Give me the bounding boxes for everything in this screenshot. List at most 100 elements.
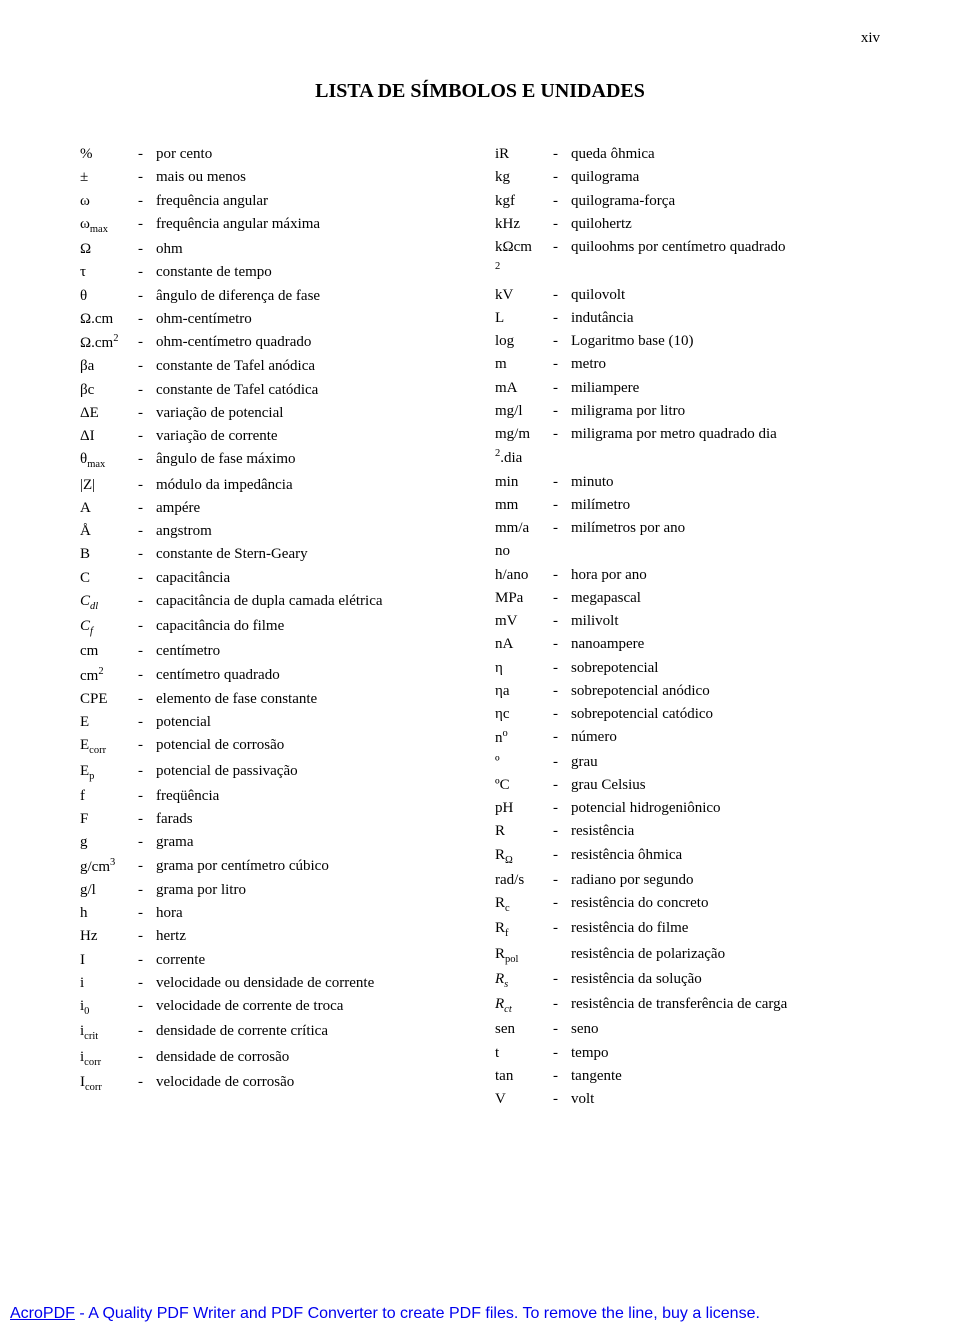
symbol: icorr bbox=[80, 1046, 138, 1071]
symbol: sen bbox=[495, 1018, 553, 1041]
separator: - bbox=[553, 993, 571, 1016]
separator: - bbox=[138, 448, 156, 471]
separator: - bbox=[553, 213, 571, 236]
symbol-row: cm2-centímetro quadrado bbox=[80, 664, 465, 688]
symbol: F bbox=[80, 808, 138, 831]
symbol: I bbox=[80, 949, 138, 972]
symbol-row: MPa-megapascal bbox=[495, 587, 880, 610]
description: potencial de passivação bbox=[156, 760, 465, 783]
separator: - bbox=[138, 308, 156, 331]
separator: - bbox=[553, 1088, 571, 1111]
symbol-row: %-por cento bbox=[80, 143, 465, 166]
symbol: mm/ano bbox=[495, 517, 553, 564]
symbol-row: ±-mais ou menos bbox=[80, 166, 465, 189]
symbol: tan bbox=[495, 1065, 553, 1088]
description: quilograma-força bbox=[571, 190, 880, 213]
right-column: iR - queda ôhmicakg-quilogramakgf-quilogra… bbox=[495, 143, 880, 1111]
symbol: m bbox=[495, 353, 553, 376]
description: velocidade de corrente de troca bbox=[156, 995, 465, 1018]
separator: - bbox=[138, 855, 156, 878]
symbol-row: ηc-sobrepotencial catódico bbox=[495, 703, 880, 726]
description: megapascal bbox=[571, 587, 880, 610]
symbol-row: RΩ-resistência ôhmica bbox=[495, 844, 880, 869]
symbol-row: C-capacitância bbox=[80, 567, 465, 590]
separator: - bbox=[553, 703, 571, 726]
separator: - bbox=[138, 355, 156, 378]
separator: - bbox=[138, 902, 156, 925]
symbol: i0 bbox=[80, 995, 138, 1020]
symbol-columns: %-por cento±-mais ou menosω-frequência a… bbox=[80, 143, 880, 1111]
symbol: C bbox=[80, 567, 138, 590]
symbol: Rf bbox=[495, 917, 553, 942]
symbol-row: i-velocidade ou densidade de corrente bbox=[80, 972, 465, 995]
symbol-row: L-indutância bbox=[495, 307, 880, 330]
symbol: no bbox=[495, 726, 553, 750]
symbol: Ecorr bbox=[80, 734, 138, 759]
separator: - bbox=[138, 425, 156, 448]
description: quiloohms por centímetro quadrado bbox=[571, 236, 880, 259]
symbol: Icorr bbox=[80, 1071, 138, 1096]
separator: - bbox=[138, 331, 156, 354]
separator: - bbox=[138, 1071, 156, 1094]
separator: - bbox=[138, 520, 156, 543]
symbol: Rct bbox=[495, 993, 553, 1018]
symbol-row: Icorr-velocidade de corrosão bbox=[80, 1071, 465, 1096]
symbol: min bbox=[495, 471, 553, 494]
separator: - bbox=[138, 238, 156, 261]
symbol-row: kg-quilograma bbox=[495, 166, 880, 189]
separator: - bbox=[553, 517, 571, 540]
description: queda ôhmica bbox=[571, 143, 880, 166]
description: miligrama por litro bbox=[571, 400, 880, 423]
separator: - bbox=[553, 190, 571, 213]
symbol: nA bbox=[495, 633, 553, 656]
separator: - bbox=[138, 261, 156, 284]
symbol: h bbox=[80, 902, 138, 925]
symbol: A bbox=[80, 497, 138, 520]
symbol: ΔI bbox=[80, 425, 138, 448]
symbol: g/cm3 bbox=[80, 855, 138, 879]
description: angstrom bbox=[156, 520, 465, 543]
separator: - bbox=[553, 892, 571, 915]
separator: - bbox=[138, 711, 156, 734]
symbol: g/l bbox=[80, 879, 138, 902]
symbol-row: mm-milímetro bbox=[495, 494, 880, 517]
symbol: h/ano bbox=[495, 564, 553, 587]
separator: - bbox=[553, 494, 571, 517]
symbol: ± bbox=[80, 166, 138, 189]
description: capacitância de dupla camada elétrica bbox=[156, 590, 465, 613]
symbol-row: min-minuto bbox=[495, 471, 880, 494]
symbol: βa bbox=[80, 355, 138, 378]
symbol-row: R-resistência bbox=[495, 820, 880, 843]
description: centímetro quadrado bbox=[156, 664, 465, 687]
symbol-row: no-número bbox=[495, 726, 880, 750]
footer-banner: AcroPDF - A Quality PDF Writer and PDF C… bbox=[0, 1299, 960, 1329]
symbol: pH bbox=[495, 797, 553, 820]
symbol: ηa bbox=[495, 680, 553, 703]
symbol-row: g/cm3-grama por centímetro cúbico bbox=[80, 855, 465, 879]
symbol-row: Ecorr-potencial de corrosão bbox=[80, 734, 465, 759]
description: mais ou menos bbox=[156, 166, 465, 189]
description: grama por litro bbox=[156, 879, 465, 902]
symbol-row: º-grau bbox=[495, 751, 880, 774]
symbol: mg/l bbox=[495, 400, 553, 423]
description: hertz bbox=[156, 925, 465, 948]
symbol-row: kgf-quilograma-força bbox=[495, 190, 880, 213]
symbol-row: Rct-resistência de transferência de carg… bbox=[495, 993, 880, 1018]
description: sobrepotencial bbox=[571, 657, 880, 680]
separator: - bbox=[553, 307, 571, 330]
symbol-row: icrit-densidade de corrente crítica bbox=[80, 1020, 465, 1045]
description: elemento de fase constante bbox=[156, 688, 465, 711]
symbol-row: θ-ângulo de diferença de fase bbox=[80, 285, 465, 308]
description: capacitância do filme bbox=[156, 615, 465, 638]
symbol: iR bbox=[495, 143, 553, 166]
description: seno bbox=[571, 1018, 880, 1041]
symbol: mm bbox=[495, 494, 553, 517]
symbol-row: η-sobrepotencial bbox=[495, 657, 880, 680]
symbol-row: mg/l-miligrama por litro bbox=[495, 400, 880, 423]
footer-link[interactable]: AcroPDF bbox=[10, 1305, 75, 1322]
symbol: ºC bbox=[495, 774, 553, 797]
symbol-row: Ep-potencial de passivação bbox=[80, 760, 465, 785]
symbol-row: CPE-elemento de fase constante bbox=[80, 688, 465, 711]
symbol-row: rad/s-radiano por segundo bbox=[495, 869, 880, 892]
symbol: cm bbox=[80, 640, 138, 663]
